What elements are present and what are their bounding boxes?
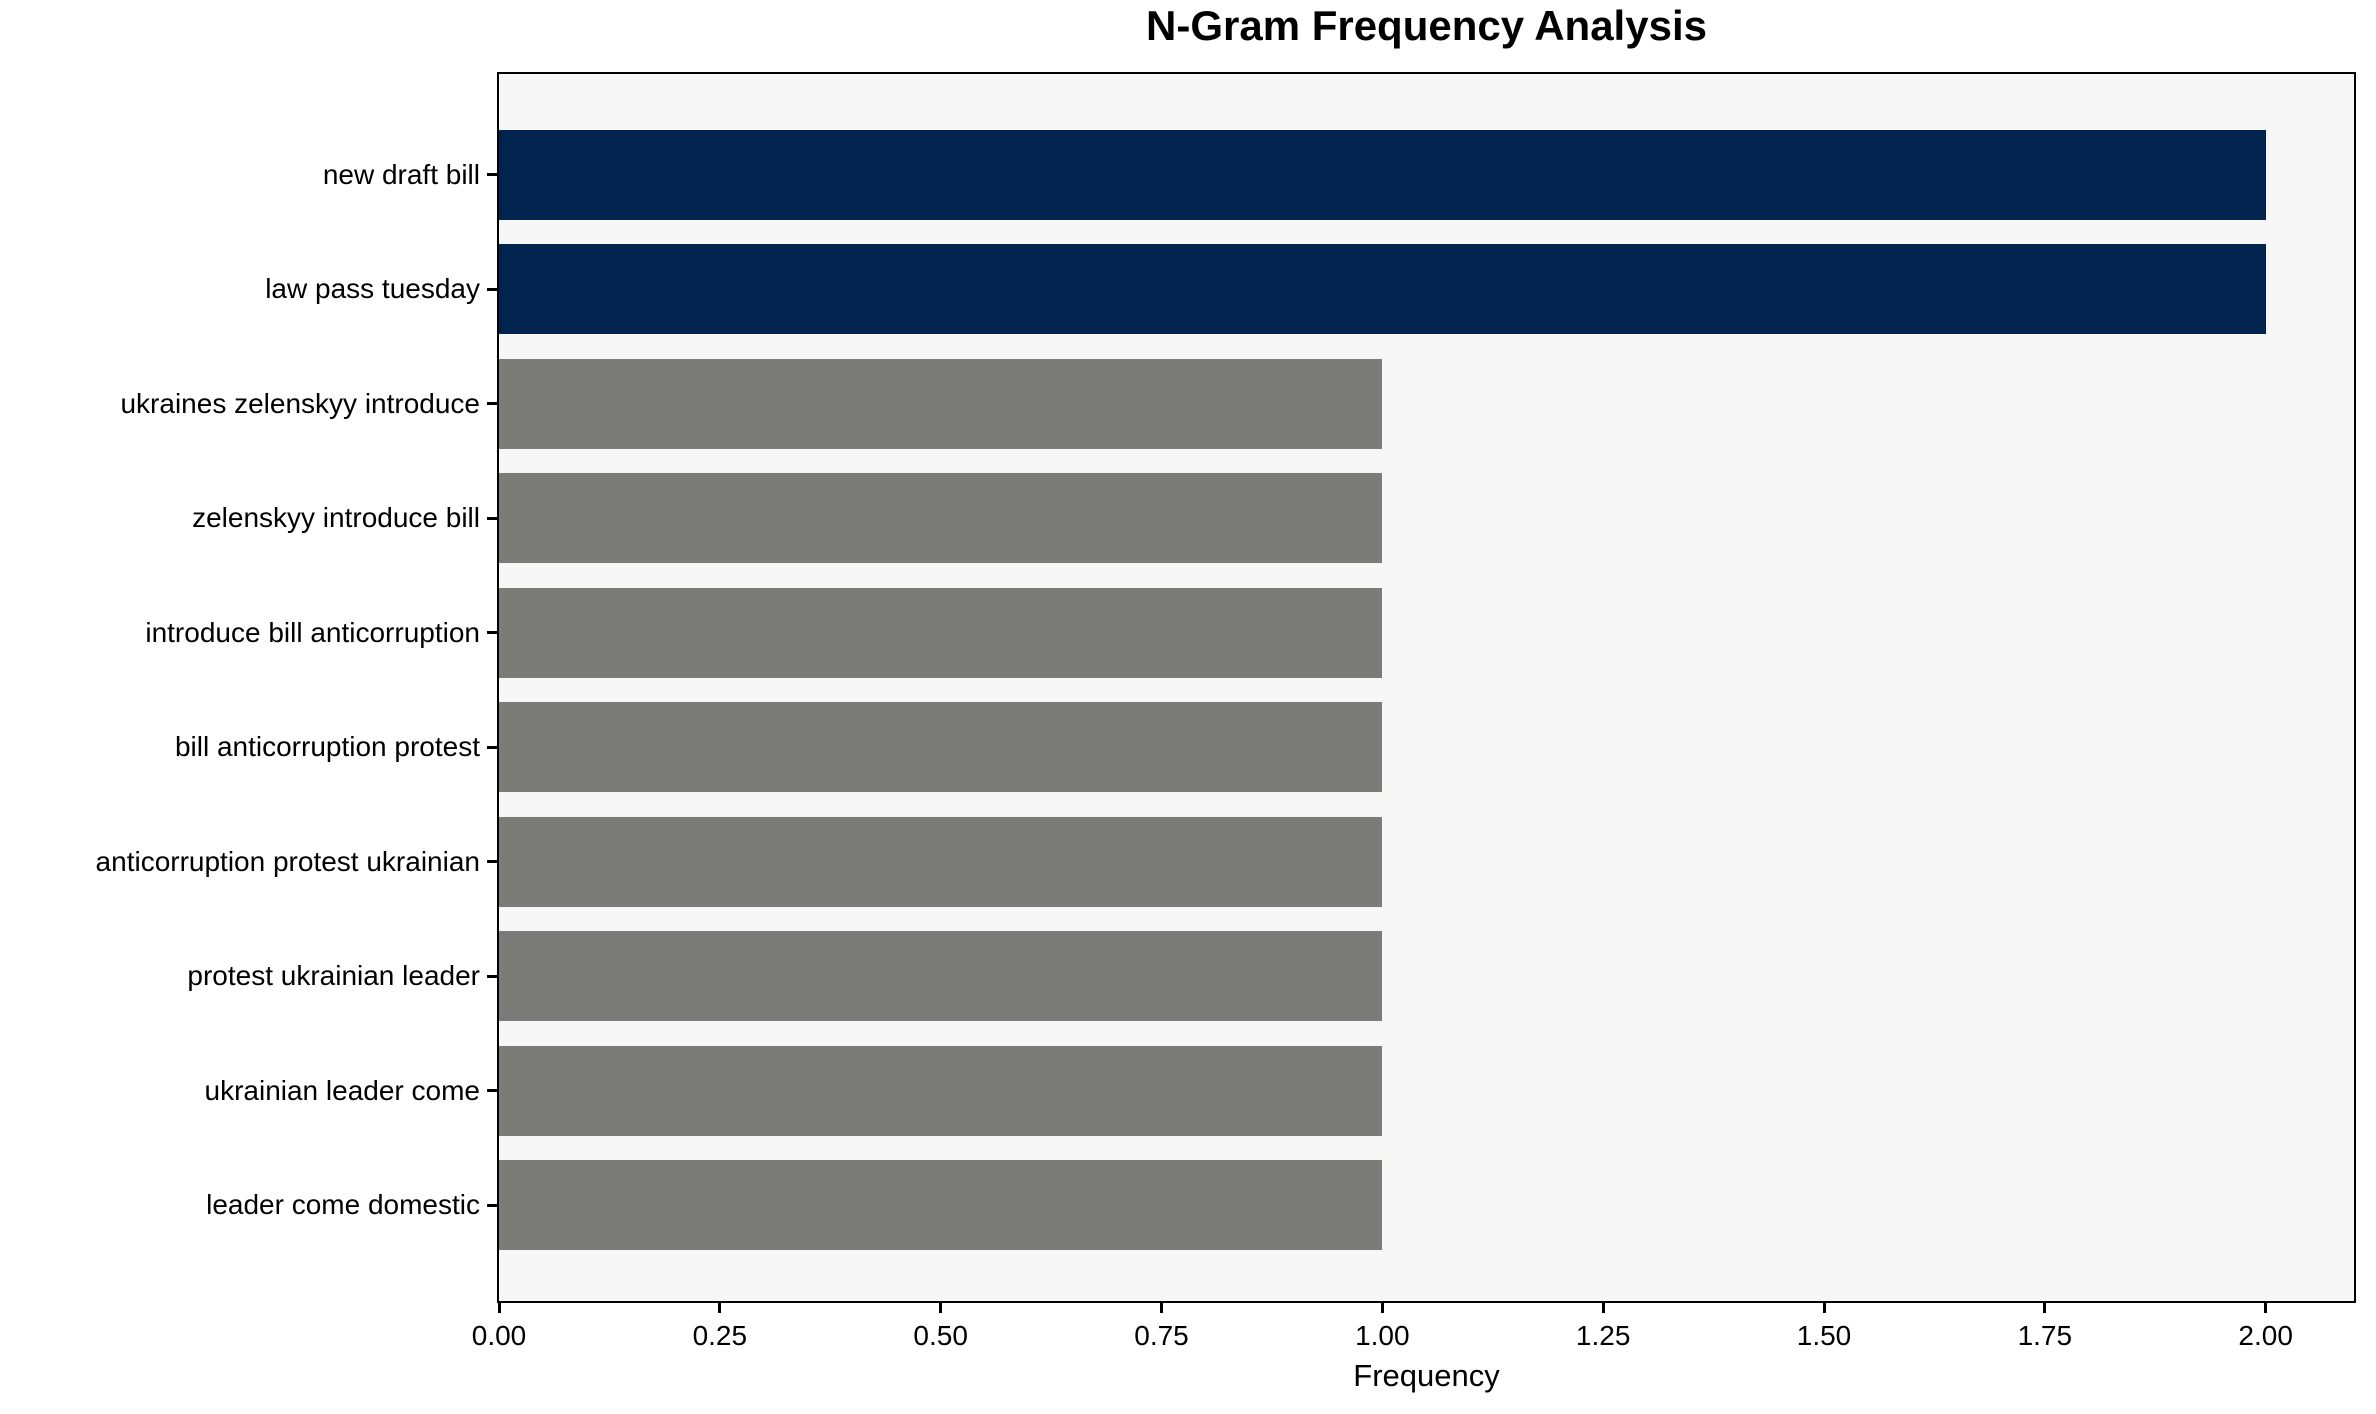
y-tick-mark: [487, 402, 497, 405]
x-tick-mark: [939, 1303, 943, 1313]
y-tick-mark: [487, 287, 497, 291]
x-tick-label: 1.75: [2017, 1320, 2073, 1351]
bar: [499, 358, 1383, 449]
x-tick-mark: [1822, 1303, 1826, 1313]
y-tick-mark: [487, 974, 497, 978]
y-tick-mark: [487, 631, 497, 634]
y-tick-label: protest ukrainian leader: [187, 960, 480, 991]
x-tick-mark: [1601, 1303, 1605, 1313]
bar: [499, 816, 1383, 907]
bar: [499, 244, 2266, 334]
bar: [499, 473, 1383, 563]
y-tick-mark: [487, 1203, 497, 1207]
x-tick-mark: [1160, 1303, 1163, 1313]
bar: [499, 129, 2266, 220]
x-tick-mark: [2043, 1303, 2047, 1313]
y-tick-mark: [487, 745, 497, 749]
x-tick-label: 0.75: [1134, 1320, 1189, 1351]
x-tick-mark: [718, 1303, 722, 1313]
x-tick-label: 1.00: [1355, 1320, 1410, 1351]
y-tick-label: bill anticorruption protest: [174, 731, 480, 762]
x-axis-label: Frequency: [1353, 1358, 1500, 1393]
bar: [499, 931, 1383, 1021]
y-tick-label: zelenskyy introduce bill: [192, 502, 480, 533]
x-tick-label: 2.00: [2238, 1320, 2293, 1351]
y-tick-label: introduce bill anticorruption: [145, 616, 480, 648]
x-tick-label: 1.25: [1575, 1320, 1631, 1351]
y-tick-mark: [487, 516, 497, 520]
x-tick-mark: [497, 1303, 501, 1313]
bar: [499, 1160, 1383, 1250]
y-tick-mark: [487, 1089, 497, 1092]
y-tick-label: ukraines zelenskyy introduce: [120, 387, 480, 419]
y-tick-mark: [487, 860, 497, 863]
x-tick-label: 0.00: [471, 1320, 527, 1351]
y-tick-label: law pass tuesday: [265, 273, 480, 304]
x-tick-label: 0.50: [913, 1320, 968, 1351]
y-tick-mark: [487, 173, 497, 176]
bar: [499, 587, 1383, 678]
x-tick-mark: [2264, 1303, 2268, 1313]
y-tick-label: leader come domestic: [206, 1189, 480, 1220]
y-tick-label: anticorruption protest ukrainian: [95, 845, 480, 877]
x-tick-label: 1.50: [1796, 1320, 1852, 1351]
bar: [499, 702, 1383, 792]
x-tick-mark: [1380, 1303, 1384, 1313]
y-tick-label: ukrainian leader come: [204, 1074, 481, 1106]
plot-area: [497, 72, 2356, 1303]
chart-title: N-Gram Frequency Analysis: [1146, 2, 1707, 49]
y-tick-label: new draft bill: [322, 158, 480, 190]
x-tick-label: 0.25: [692, 1320, 748, 1351]
bar: [499, 1045, 1383, 1136]
